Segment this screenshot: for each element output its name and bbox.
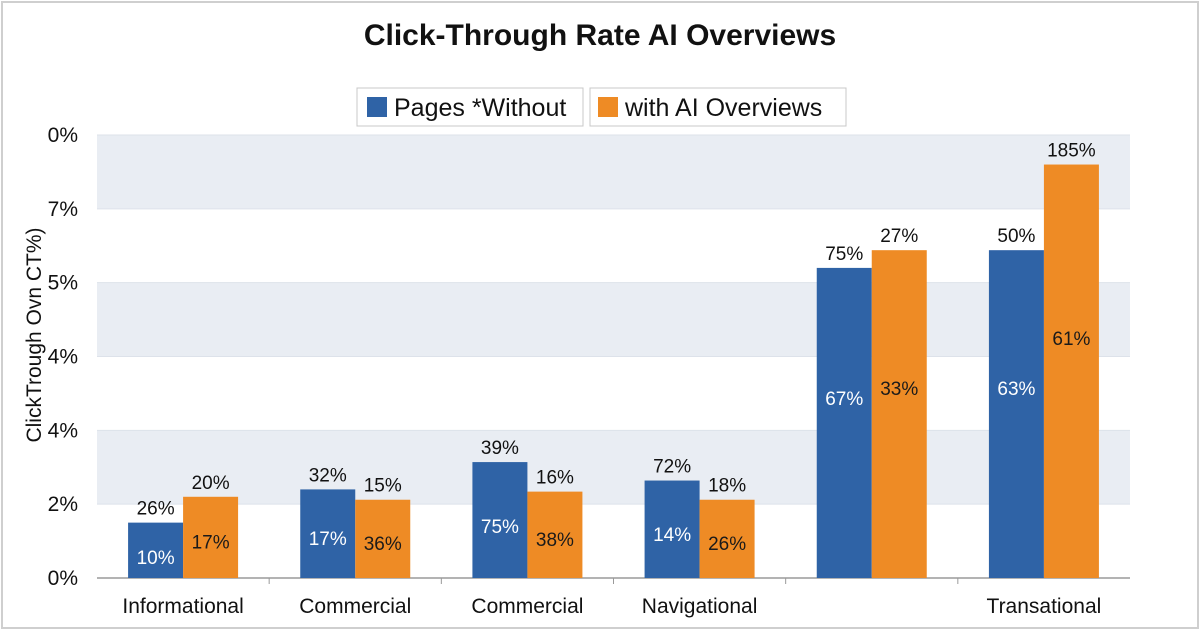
bar-top-label-with: 27% <box>880 226 918 247</box>
bar-without <box>988 250 1044 578</box>
bar-with <box>355 499 411 578</box>
y-tick-label: 0% <box>48 124 78 147</box>
bar-top-label-without: 26% <box>137 499 175 520</box>
bar-top-label-with: 15% <box>364 476 402 497</box>
grid-band <box>97 430 1130 505</box>
legend-box <box>356 87 584 127</box>
bar-top-label-without: 50% <box>997 226 1035 247</box>
bar-with <box>871 250 927 578</box>
bar-with <box>1043 164 1099 579</box>
y-tick-label: 4% <box>48 346 78 369</box>
bar-inner-label-with: 61% <box>1052 329 1090 350</box>
x-category-label: Navigational <box>642 595 758 618</box>
bar-with <box>183 496 239 578</box>
x-category-label: Informational <box>122 595 243 618</box>
y-tick-label: 5% <box>48 272 78 295</box>
grid-band <box>97 135 1130 209</box>
bar-without <box>128 522 184 578</box>
bar-inner-label-with: 26% <box>708 534 746 555</box>
bar-top-label-with: 16% <box>536 468 574 489</box>
bar-inner-label-with: 17% <box>192 532 230 553</box>
y-axis-title: ClickTrough Ovn CT%) <box>23 227 46 442</box>
bar-with <box>699 499 755 578</box>
bar-inner-label-with: 33% <box>880 379 918 400</box>
legend-box <box>589 87 847 127</box>
bar-inner-label-without: 14% <box>653 525 691 546</box>
bar-top-label-without: 75% <box>825 244 863 265</box>
chart-title: Click-Through Rate AI Overviews <box>364 19 836 52</box>
legend-swatch-without <box>367 97 387 117</box>
bar-top-label-with: 18% <box>708 476 746 497</box>
bar-top-label-without: 39% <box>481 438 519 459</box>
legend-swatch-with <box>598 97 618 117</box>
grid-band <box>97 282 1130 357</box>
x-category-label: Transational <box>987 595 1102 618</box>
bar-without <box>300 489 356 578</box>
y-tick-label: 0% <box>48 567 78 590</box>
bar-without <box>472 462 528 578</box>
y-tick-label: 2% <box>48 493 78 516</box>
x-category-label: Commercial <box>299 595 411 618</box>
bar-inner-label-without: 75% <box>481 517 519 538</box>
x-category-label: Commercial <box>471 595 583 618</box>
bar-without <box>644 480 700 578</box>
bar-top-label-without: 72% <box>653 457 691 478</box>
bar-without <box>816 267 872 578</box>
bar-inner-label-without: 67% <box>825 389 863 410</box>
bar-inner-label-with: 38% <box>536 530 574 551</box>
bar-top-label-without: 32% <box>309 465 347 486</box>
bar-top-label-with: 20% <box>192 473 230 494</box>
legend-label-without: Pages *Without <box>394 94 566 122</box>
bar-inner-label-with: 36% <box>364 534 402 555</box>
y-tick-label: 7% <box>48 198 78 221</box>
bar-inner-label-without: 17% <box>309 529 347 550</box>
bar-top-label-with: 185% <box>1047 141 1096 162</box>
bar-with <box>527 491 583 578</box>
bar-inner-label-without: 10% <box>137 548 175 569</box>
y-tick-label: 4% <box>48 419 78 442</box>
bar-inner-label-without: 63% <box>997 379 1035 400</box>
legend-label-with: with AI Overviews <box>624 94 822 122</box>
